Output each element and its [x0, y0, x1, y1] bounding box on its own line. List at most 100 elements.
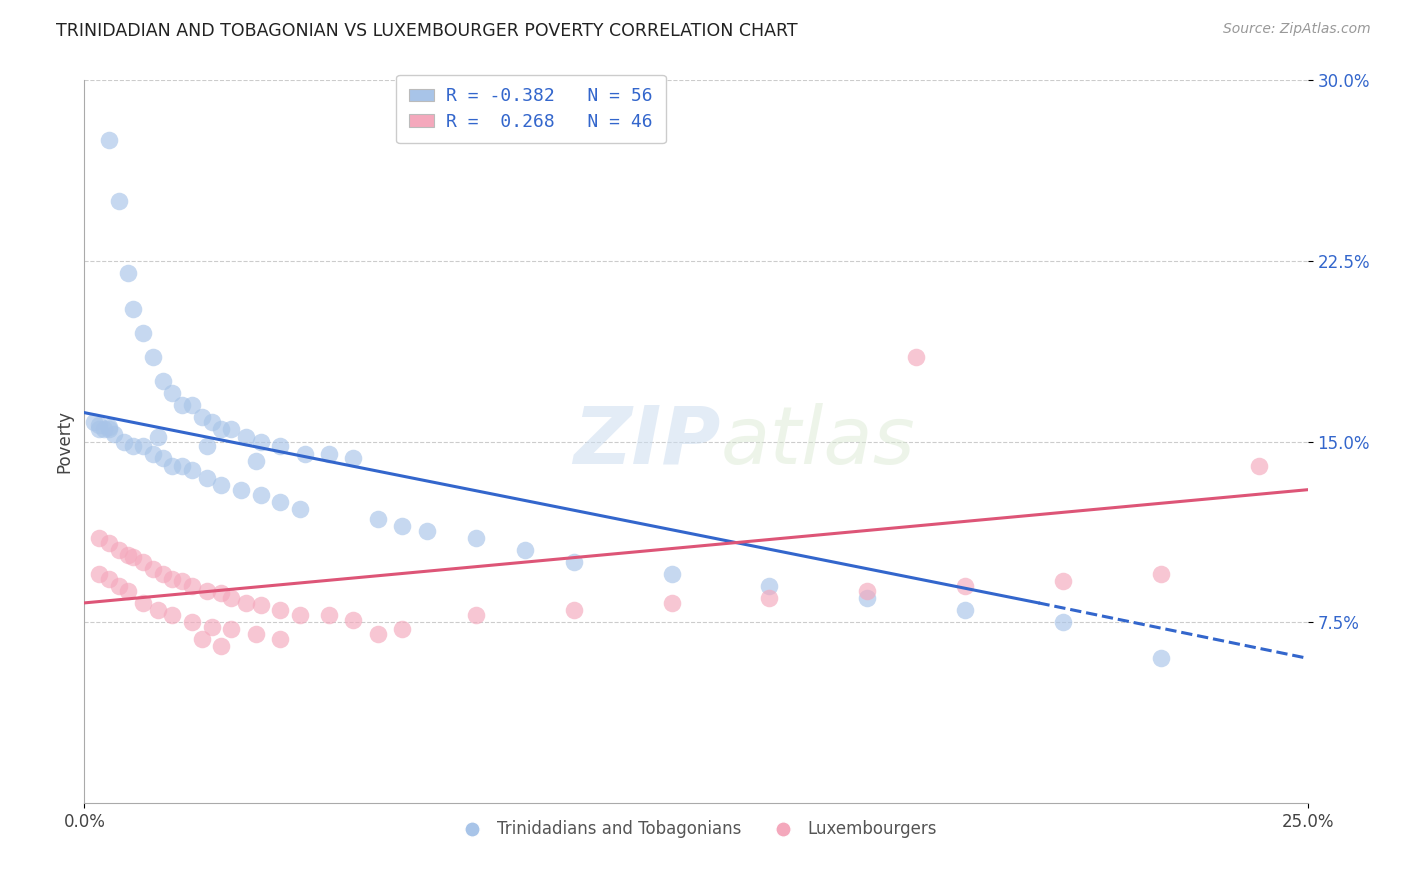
- Point: [464, 531, 486, 545]
- Point: [249, 487, 271, 501]
- Text: atlas: atlas: [720, 402, 915, 481]
- Point: [162, 386, 184, 401]
- Point: [122, 439, 145, 453]
- Point: [661, 567, 683, 582]
- Point: [200, 415, 222, 429]
- Point: [249, 599, 271, 613]
- Point: [195, 439, 218, 453]
- Legend: Trinidadians and Tobagonians, Luxembourgers: Trinidadians and Tobagonians, Luxembourg…: [449, 814, 943, 845]
- Point: [97, 133, 120, 147]
- Point: [342, 613, 364, 627]
- Point: [219, 623, 242, 637]
- Point: [97, 572, 120, 586]
- Point: [122, 550, 145, 565]
- Point: [953, 579, 976, 593]
- Point: [318, 607, 340, 622]
- Point: [117, 583, 139, 598]
- Point: [97, 535, 120, 549]
- Point: [856, 591, 879, 605]
- Point: [367, 627, 389, 641]
- Point: [87, 422, 110, 436]
- Point: [132, 326, 155, 340]
- Point: [562, 603, 585, 617]
- Point: [87, 417, 110, 432]
- Point: [162, 607, 184, 622]
- Point: [146, 603, 169, 617]
- Point: [209, 639, 232, 653]
- Point: [191, 410, 214, 425]
- Point: [464, 607, 486, 622]
- Point: [219, 422, 242, 436]
- Point: [162, 572, 184, 586]
- Point: [758, 591, 780, 605]
- Point: [219, 591, 242, 605]
- Point: [117, 266, 139, 280]
- Point: [181, 615, 204, 630]
- Point: [391, 518, 413, 533]
- Point: [1247, 458, 1270, 473]
- Point: [416, 524, 439, 538]
- Point: [181, 579, 204, 593]
- Point: [245, 454, 267, 468]
- Point: [1052, 574, 1074, 589]
- Point: [195, 470, 218, 484]
- Point: [209, 478, 232, 492]
- Point: [117, 548, 139, 562]
- Point: [758, 579, 780, 593]
- Point: [513, 542, 536, 557]
- Text: Source: ZipAtlas.com: Source: ZipAtlas.com: [1223, 22, 1371, 37]
- Point: [132, 596, 155, 610]
- Point: [245, 627, 267, 641]
- Point: [112, 434, 135, 449]
- Point: [953, 603, 976, 617]
- Point: [288, 502, 311, 516]
- Point: [562, 555, 585, 569]
- Point: [1150, 651, 1173, 665]
- Point: [87, 567, 110, 582]
- Point: [367, 511, 389, 525]
- Point: [209, 422, 232, 436]
- Point: [103, 427, 125, 442]
- Point: [269, 494, 291, 508]
- Point: [191, 632, 214, 646]
- Point: [269, 632, 291, 646]
- Point: [132, 555, 155, 569]
- Point: [162, 458, 184, 473]
- Point: [229, 483, 252, 497]
- Point: [661, 596, 683, 610]
- Point: [172, 398, 194, 412]
- Point: [195, 583, 218, 598]
- Y-axis label: Poverty: Poverty: [55, 410, 73, 473]
- Point: [318, 446, 340, 460]
- Point: [107, 542, 129, 557]
- Point: [107, 579, 129, 593]
- Point: [122, 301, 145, 317]
- Point: [172, 458, 194, 473]
- Point: [249, 434, 271, 449]
- Point: [83, 415, 105, 429]
- Point: [209, 586, 232, 600]
- Point: [142, 446, 165, 460]
- Point: [142, 562, 165, 576]
- Point: [235, 596, 257, 610]
- Point: [152, 567, 174, 582]
- Point: [294, 446, 316, 460]
- Point: [93, 422, 115, 436]
- Point: [288, 607, 311, 622]
- Point: [181, 398, 204, 412]
- Point: [200, 620, 222, 634]
- Point: [107, 194, 129, 208]
- Point: [269, 603, 291, 617]
- Point: [152, 451, 174, 466]
- Point: [181, 463, 204, 477]
- Text: ZIP: ZIP: [574, 402, 720, 481]
- Point: [97, 420, 120, 434]
- Point: [391, 623, 413, 637]
- Point: [235, 430, 257, 444]
- Point: [905, 350, 928, 364]
- Point: [172, 574, 194, 589]
- Point: [132, 439, 155, 453]
- Point: [269, 439, 291, 453]
- Point: [1150, 567, 1173, 582]
- Point: [146, 430, 169, 444]
